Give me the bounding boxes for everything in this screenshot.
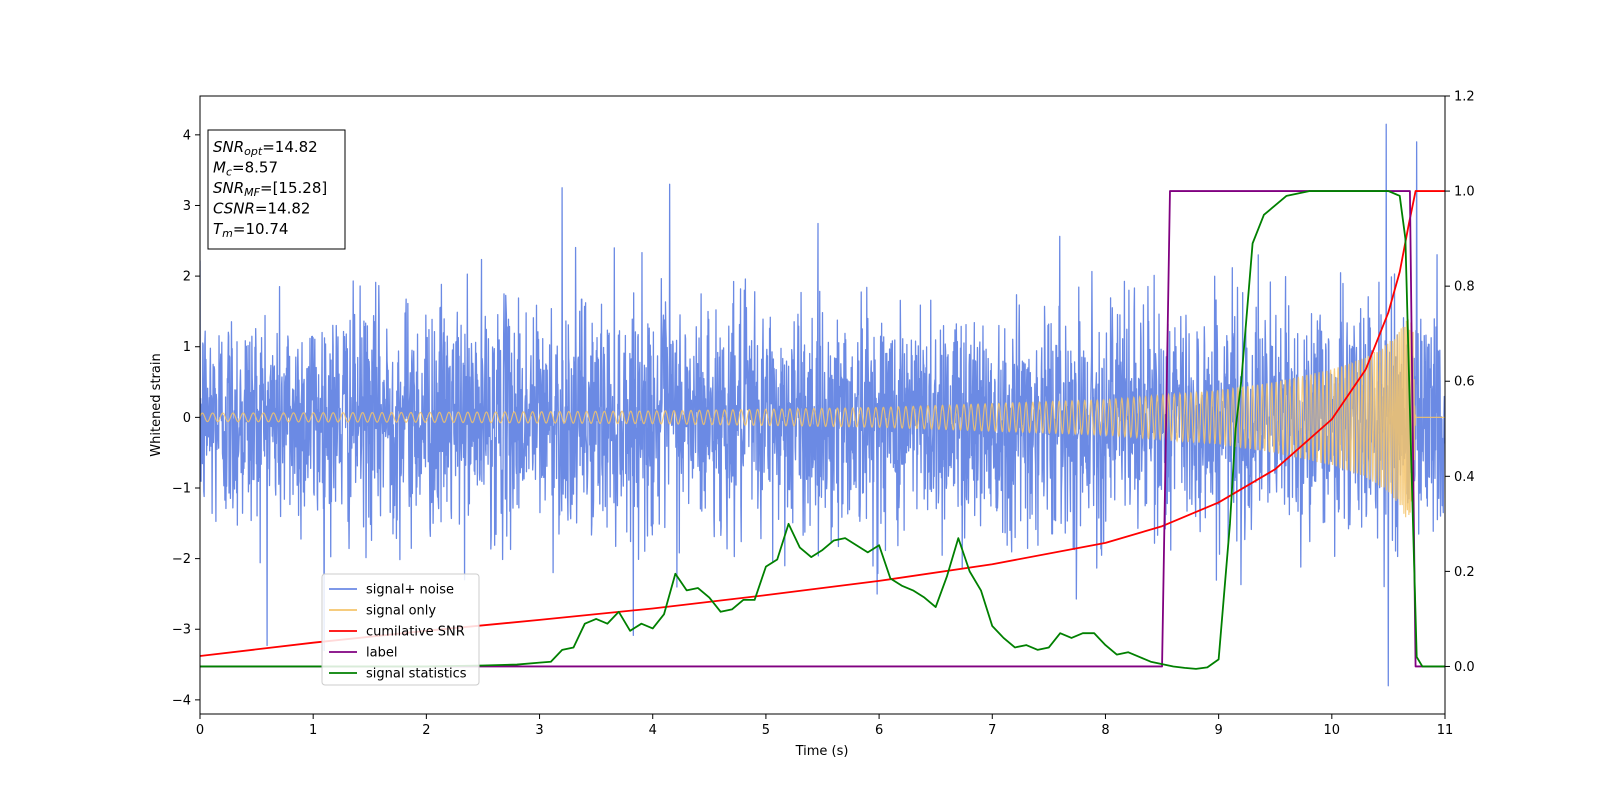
x-tick-label: 7 <box>988 723 996 738</box>
x-tick-label: 6 <box>875 723 883 738</box>
series-layer <box>200 123 1445 687</box>
series-line-cumilative-snr <box>200 190 1445 657</box>
annotation-frame <box>207 129 346 250</box>
axes-layer: 0 1 2 3 4 5 6 7 8 9 10 11 −4 −3 −2 −1 0 1 2 3 4 0.0 0.2 0.4 0.6 0… <box>172 90 1475 739</box>
y-axis-label: Whitened strain <box>149 353 164 456</box>
series-line-label <box>200 190 1445 668</box>
y-tick-label: −4 <box>172 693 191 708</box>
x-tick-label: 8 <box>1101 723 1109 738</box>
legend-label: signal only <box>366 604 436 619</box>
y-tick-label: −2 <box>172 552 191 567</box>
y-tick-label: 1 <box>183 340 191 355</box>
legend-label: signal statistics <box>366 667 467 682</box>
y2-tick-label: 0.0 <box>1454 660 1475 675</box>
x-tick-label: 11 <box>1437 723 1454 738</box>
series-line-signal-statistics <box>200 190 1445 670</box>
legend-label: signal+ noise <box>366 583 454 598</box>
x-tick-label: 5 <box>762 723 770 738</box>
annotation-line: SNRMF=[15.28] <box>213 179 327 199</box>
annotation-line: SNRopt=14.82 <box>213 138 318 158</box>
y-tick-label: 3 <box>183 199 191 214</box>
legend-label: label <box>366 646 397 661</box>
annotation-line: CSNR=14.82 <box>213 200 310 218</box>
annotation-box: SNRopt=14.82Mc=8.57SNRMF=[15.28]CSNR=14.… <box>207 129 346 250</box>
x-tick-label: 2 <box>422 723 430 738</box>
legend: signal+ noise signal only cumilative SNR la… <box>321 573 480 686</box>
series-line-signal-noise <box>200 123 1445 687</box>
x-tick-label: 0 <box>196 723 204 738</box>
y-tick-label: 2 <box>183 270 191 285</box>
y2-tick-label: 0.4 <box>1454 470 1475 485</box>
y2-tick-label: 1.2 <box>1454 90 1475 105</box>
y-tick-label: 4 <box>183 128 191 143</box>
y2-tick-label: 0.6 <box>1454 375 1475 390</box>
x-tick-label: 3 <box>535 723 543 738</box>
y-tick-label: 0 <box>183 411 191 426</box>
x-tick-label: 9 <box>1214 723 1222 738</box>
series-line-signal-only <box>200 319 1445 518</box>
legend-label: cumilative SNR <box>366 625 465 640</box>
legend-frame <box>321 573 480 686</box>
y-tick-label: −1 <box>172 481 191 496</box>
annotation-line: Mc=8.57 <box>213 159 278 179</box>
y-tick-label: −3 <box>172 623 191 638</box>
x-tick-label: 10 <box>1324 723 1341 738</box>
y2-tick-label: 1.0 <box>1454 185 1475 200</box>
x-tick-label: 1 <box>309 723 317 738</box>
plot-frame <box>199 95 1446 715</box>
annotation-line: Tm=10.74 <box>213 220 288 240</box>
y2-tick-label: 0.8 <box>1454 280 1475 295</box>
x-tick-label: 4 <box>649 723 657 738</box>
x-axis-label: Time (s) <box>795 744 849 759</box>
y2-tick-label: 0.2 <box>1454 565 1475 580</box>
